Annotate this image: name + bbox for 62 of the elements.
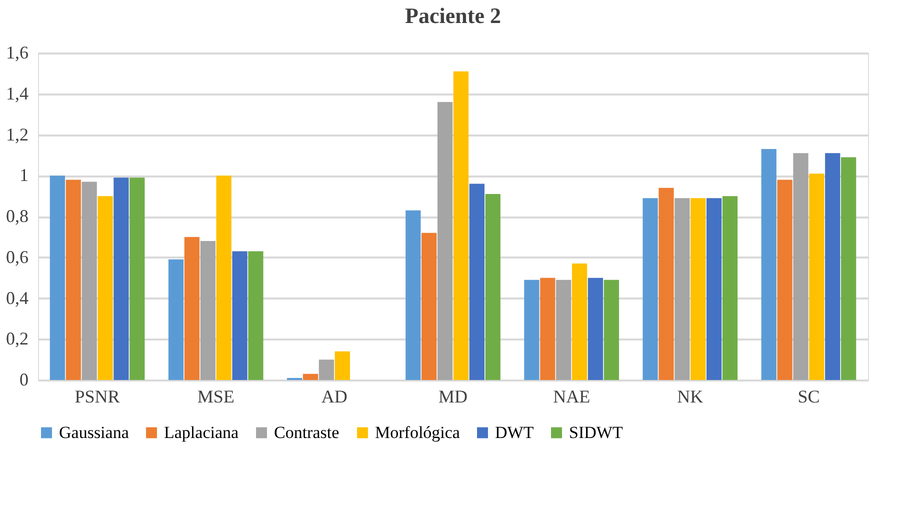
x-tick-label: NK [677, 386, 704, 406]
y-tick-label: 1,4 [6, 83, 28, 104]
y-tick-label: 1,2 [6, 124, 28, 144]
bar [642, 198, 658, 380]
y-tick-label: 0,4 [6, 288, 28, 308]
bar [722, 196, 738, 380]
bar [50, 176, 65, 380]
bar [588, 278, 604, 380]
bar [825, 153, 840, 380]
chart-title: Paciente 2 [405, 3, 501, 28]
bar [706, 198, 722, 380]
bar [793, 153, 808, 380]
bar [453, 71, 469, 380]
bar [248, 251, 264, 380]
bar [690, 198, 706, 380]
bar [841, 157, 856, 380]
bar [777, 180, 792, 380]
bar [809, 174, 824, 380]
x-tick-label: PSNR [74, 386, 120, 406]
bar [200, 241, 216, 380]
bar [674, 198, 690, 380]
legend-label: DWT [495, 422, 534, 442]
bar [66, 180, 81, 380]
bar [422, 232, 437, 380]
bar [98, 196, 113, 380]
y-tick-label: 0,6 [6, 246, 28, 267]
bar [114, 178, 129, 380]
bar [334, 351, 350, 380]
bar [572, 264, 588, 380]
bar [658, 188, 674, 380]
y-tick-label: 0,2 [6, 328, 28, 349]
bar [130, 178, 145, 380]
bar [556, 280, 572, 380]
bar [82, 182, 97, 380]
y-tick-label: 1 [20, 165, 28, 186]
x-tick-label: NAE [553, 386, 590, 406]
bar [524, 280, 540, 380]
legend-label: SIDWT [569, 422, 624, 442]
bar [485, 194, 500, 380]
bar [469, 184, 484, 380]
x-tick-label: AD [321, 386, 348, 406]
legend-label: Contraste [274, 422, 340, 442]
legend-label: Laplaciana [164, 422, 240, 442]
bar [540, 278, 556, 380]
bar [318, 360, 334, 380]
legend-label: Morfológica [375, 422, 460, 442]
bar [184, 236, 200, 380]
x-tick-label: MD [438, 386, 468, 406]
x-tick-label: SC [798, 386, 820, 406]
x-tick-label: MSE [197, 386, 234, 406]
bar [761, 149, 776, 380]
y-tick-label: 0 [20, 370, 28, 390]
bar [232, 251, 248, 380]
y-tick-label: 0,8 [6, 206, 28, 226]
bar [437, 102, 453, 380]
y-tick-label: 1,6 [6, 42, 28, 62]
bar [302, 374, 318, 380]
bar [604, 280, 619, 380]
bar [406, 210, 421, 380]
legend-label: Gaussiana [59, 422, 130, 442]
bar [216, 176, 232, 380]
bar [168, 259, 184, 380]
